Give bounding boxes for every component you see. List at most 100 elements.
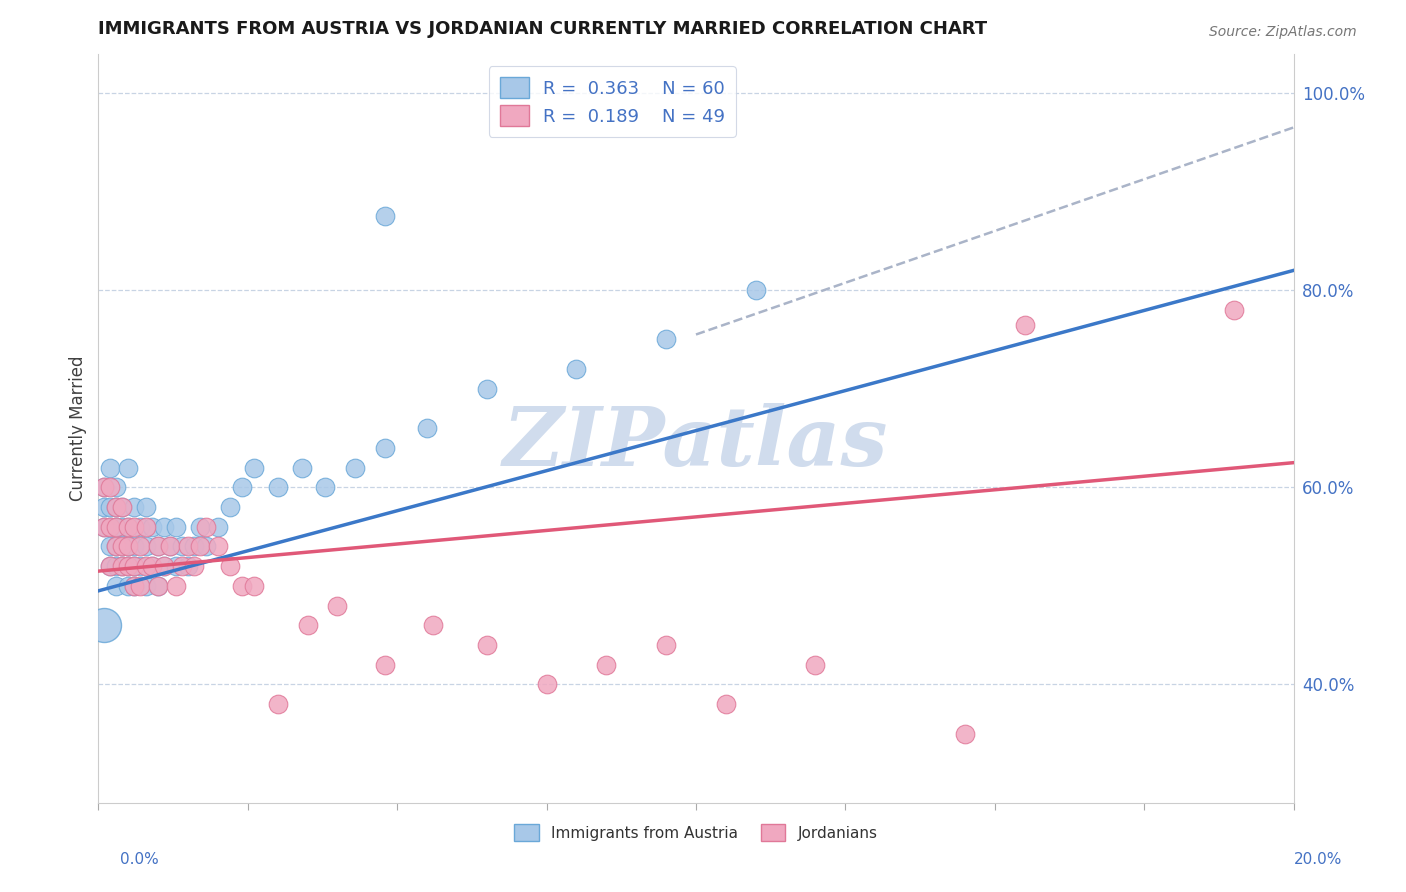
Point: [1223, 302, 1246, 317]
Point: [195, 520, 218, 534]
Point: [188, 540, 211, 554]
Point: [105, 579, 128, 593]
Point: [93, 520, 115, 534]
Point: [326, 599, 349, 613]
Point: [183, 559, 205, 574]
Point: [141, 559, 163, 574]
Point: [153, 559, 176, 574]
Point: [105, 540, 128, 554]
Point: [565, 362, 588, 376]
Point: [536, 677, 558, 691]
Point: [475, 638, 498, 652]
Point: [93, 500, 115, 514]
Point: [315, 480, 337, 494]
Legend: Immigrants from Austria, Jordanians: Immigrants from Austria, Jordanians: [508, 818, 884, 847]
Text: IMMIGRANTS FROM AUSTRIA VS JORDANIAN CURRENTLY MARRIED CORRELATION CHART: IMMIGRANTS FROM AUSTRIA VS JORDANIAN CUR…: [98, 21, 987, 38]
Point: [745, 283, 768, 297]
Point: [135, 540, 157, 554]
Point: [124, 540, 146, 554]
Point: [183, 540, 205, 554]
Point: [135, 500, 157, 514]
Point: [124, 520, 146, 534]
Point: [655, 638, 678, 652]
Point: [714, 697, 737, 711]
Point: [98, 500, 122, 514]
Point: [148, 540, 170, 554]
Point: [124, 559, 146, 574]
Point: [98, 559, 122, 574]
Point: [141, 559, 163, 574]
Point: [595, 657, 617, 672]
Point: [153, 559, 176, 574]
Point: [231, 579, 253, 593]
Point: [188, 520, 211, 534]
Point: [105, 500, 128, 514]
Point: [374, 657, 396, 672]
Point: [297, 618, 319, 632]
Point: [98, 540, 122, 554]
Point: [111, 559, 134, 574]
Point: [148, 579, 170, 593]
Point: [207, 540, 229, 554]
Point: [117, 579, 139, 593]
Point: [105, 559, 128, 574]
Text: Source: ZipAtlas.com: Source: ZipAtlas.com: [1209, 25, 1357, 39]
Point: [172, 559, 194, 574]
Point: [93, 480, 115, 494]
Text: 0.0%: 0.0%: [120, 852, 159, 867]
Point: [195, 540, 218, 554]
Point: [165, 579, 187, 593]
Y-axis label: Currently Married: Currently Married: [69, 355, 87, 501]
Point: [117, 520, 139, 534]
Point: [291, 460, 314, 475]
Point: [231, 480, 253, 494]
Point: [98, 460, 122, 475]
Point: [117, 520, 139, 534]
Point: [374, 209, 396, 223]
Text: ZIPatlas: ZIPatlas: [503, 403, 889, 483]
Point: [374, 441, 396, 455]
Point: [105, 500, 128, 514]
Point: [135, 520, 157, 534]
Point: [135, 559, 157, 574]
Point: [129, 559, 152, 574]
Point: [344, 460, 367, 475]
Point: [117, 460, 139, 475]
Point: [117, 540, 139, 554]
Point: [159, 540, 181, 554]
Point: [93, 618, 115, 632]
Point: [111, 540, 134, 554]
Point: [243, 579, 266, 593]
Point: [953, 727, 976, 741]
Point: [129, 520, 152, 534]
Point: [105, 540, 128, 554]
Point: [129, 579, 152, 593]
Point: [93, 480, 115, 494]
Point: [98, 559, 122, 574]
Point: [111, 559, 134, 574]
Point: [117, 559, 139, 574]
Point: [165, 559, 187, 574]
Point: [111, 520, 134, 534]
Point: [93, 520, 115, 534]
Point: [243, 460, 266, 475]
Point: [207, 520, 229, 534]
Point: [111, 540, 134, 554]
Point: [177, 559, 200, 574]
Point: [655, 333, 678, 347]
Point: [111, 500, 134, 514]
Point: [153, 520, 176, 534]
Point: [129, 540, 152, 554]
Point: [124, 500, 146, 514]
Point: [135, 579, 157, 593]
Point: [105, 520, 128, 534]
Point: [105, 480, 128, 494]
Point: [98, 520, 122, 534]
Point: [219, 500, 242, 514]
Point: [159, 540, 181, 554]
Point: [804, 657, 827, 672]
Point: [148, 579, 170, 593]
Point: [267, 480, 290, 494]
Point: [141, 520, 163, 534]
Point: [172, 540, 194, 554]
